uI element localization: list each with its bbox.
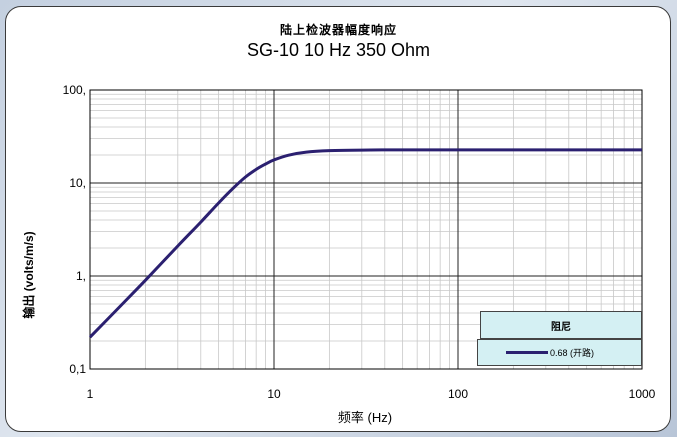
x-tick-label: 1000 <box>629 387 656 401</box>
x-tick-label: 1 <box>87 387 94 401</box>
chart-title: 陆上检波器幅度响应 <box>279 23 397 37</box>
chart-subtitle: SG-10 10 Hz 350 Ohm <box>246 40 431 60</box>
y-tick-label: 10, <box>69 176 86 190</box>
minor-grid <box>90 90 642 369</box>
y-tick-label: 0,1 <box>69 362 86 376</box>
x-axis-label: 频率 (Hz) <box>338 410 392 425</box>
x-tick-label: 10 <box>267 387 281 401</box>
legend-entry-label: 0.68 (开路) <box>550 348 595 358</box>
series-layer <box>88 148 642 339</box>
y-axis-label: 输出 (volts/m/s) <box>21 231 36 318</box>
legend-entry: 0.68 (开路) <box>477 339 642 366</box>
series-line <box>88 148 642 339</box>
x-axis-tick-labels: 1 10 100 1000 <box>87 387 656 401</box>
legend-title: 阻尼 <box>480 311 642 339</box>
y-tick-label: 100, <box>63 83 86 97</box>
y-tick-label: 1, <box>76 269 86 283</box>
plot-area-border <box>89 89 643 370</box>
y-axis-tick-labels: 0,1 1, 10, 100, <box>63 83 87 376</box>
x-tick-label: 100 <box>448 387 468 401</box>
legend-line-swatch <box>506 351 548 354</box>
